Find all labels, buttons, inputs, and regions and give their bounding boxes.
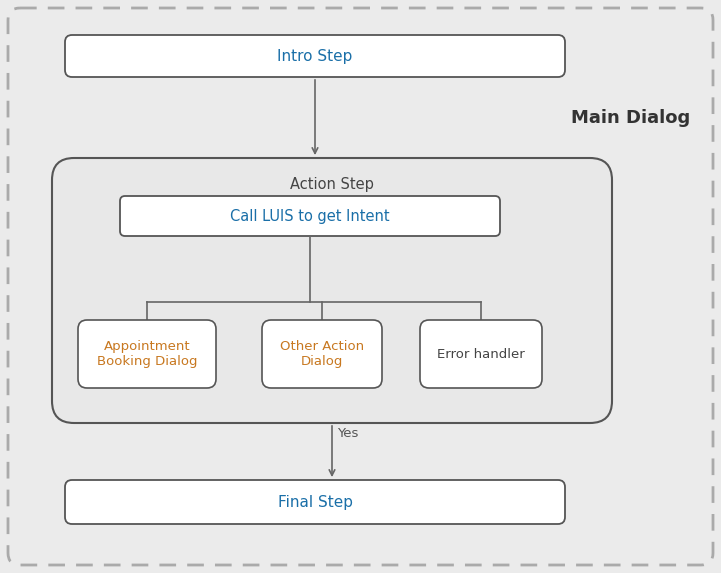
FancyBboxPatch shape — [52, 158, 612, 423]
FancyBboxPatch shape — [65, 35, 565, 77]
Text: Main Dialog: Main Dialog — [571, 109, 690, 127]
Text: Error handler: Error handler — [437, 347, 525, 360]
FancyBboxPatch shape — [65, 480, 565, 524]
FancyBboxPatch shape — [78, 320, 216, 388]
FancyBboxPatch shape — [262, 320, 382, 388]
Text: Call LUIS to get Intent: Call LUIS to get Intent — [230, 209, 390, 223]
FancyBboxPatch shape — [120, 196, 500, 236]
Text: Appointment
Booking Dialog: Appointment Booking Dialog — [97, 340, 198, 368]
Text: Intro Step: Intro Step — [278, 49, 353, 64]
Text: Final Step: Final Step — [278, 494, 353, 509]
FancyBboxPatch shape — [8, 8, 713, 565]
Text: Yes: Yes — [337, 427, 358, 440]
Text: Other Action
Dialog: Other Action Dialog — [280, 340, 364, 368]
Text: Action Step: Action Step — [290, 176, 374, 191]
FancyBboxPatch shape — [420, 320, 542, 388]
